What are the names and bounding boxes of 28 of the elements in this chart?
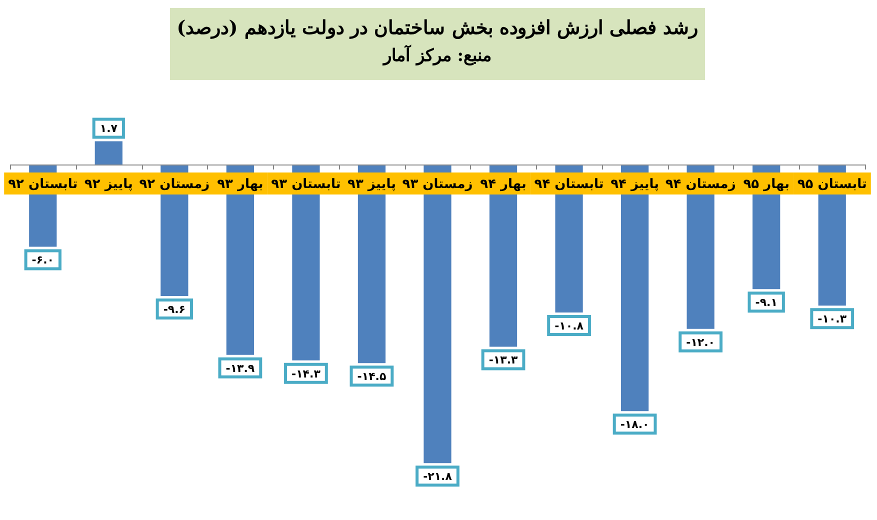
x-tick-label: بهار ۹۳	[217, 176, 264, 192]
data-label: -۱۲.۰	[686, 336, 716, 349]
chart-title: رشد فصلی ارزش افزوده بخش ساختمان در دولت یازدهم (درصد)	[176, 16, 700, 39]
x-tick-label: پاییز ۹۲	[84, 176, 133, 192]
data-label: -۱۰.۳	[818, 312, 847, 326]
data-label: -۱۰.۸	[554, 319, 584, 332]
chart-subtitle: منبع: مرکز آمار	[382, 45, 493, 66]
data-label: -۱۳.۹	[226, 362, 255, 375]
data-label: -۱۳.۳	[488, 354, 518, 367]
x-tick-label: بهار ۹۴	[480, 176, 526, 192]
x-tick-label: تابستان ۹۳	[271, 176, 341, 192]
data-label: ۱.۷	[100, 122, 118, 136]
x-tick-label: پاییز ۹۳	[348, 176, 396, 192]
data-label: -۹.۱	[755, 296, 778, 310]
data-label: -۱۴.۳	[292, 367, 321, 380]
x-tick-label: زمستان ۹۴	[665, 176, 736, 192]
data-label: -۶.۰	[32, 254, 54, 267]
x-tick-label: بهار ۹۵	[743, 176, 790, 192]
data-label: -۱۸.۰	[620, 418, 650, 431]
data-label: -۲۱.۸	[423, 470, 452, 484]
x-tick-label: تابستان ۹۴	[534, 176, 604, 192]
x-tick-label: زمستان ۹۲	[139, 176, 210, 192]
x-tick-label: تابستان ۹۲	[8, 176, 78, 192]
x-tick-label: تابستان ۹۵	[797, 176, 867, 192]
x-tick-label: پاییز ۹۴	[610, 176, 660, 192]
data-label: -۹.۶	[163, 302, 186, 316]
data-label: -۱۴.۵	[357, 370, 386, 384]
x-tick-label: زمستان ۹۳	[402, 176, 473, 192]
